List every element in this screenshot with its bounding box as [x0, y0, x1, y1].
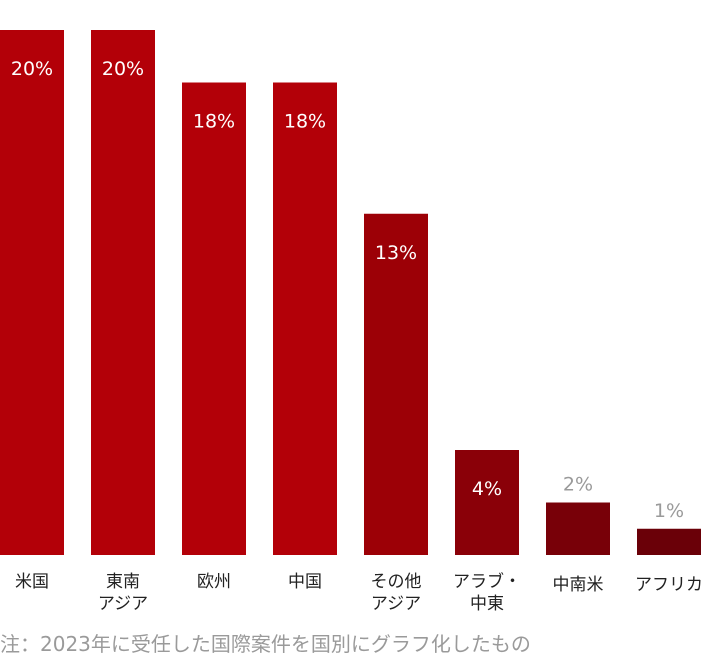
category-label: 米国 [15, 572, 49, 592]
category-label: その他アジア [371, 572, 422, 614]
bar [182, 82, 246, 555]
bar [455, 450, 519, 555]
bar [637, 528, 701, 555]
category-label: 中南米 [553, 575, 604, 595]
data-label: 2% [563, 474, 593, 496]
category-label: 中国 [288, 572, 322, 592]
category-label: アラブ・中東 [453, 571, 521, 614]
category-label: 東南アジア [98, 572, 148, 614]
category-label: アフリカ [635, 575, 701, 595]
bar [546, 502, 610, 555]
category-label: 欧州 [197, 572, 231, 592]
data-label: 13% [375, 242, 417, 264]
data-label: 18% [284, 111, 326, 133]
data-label: 20% [11, 58, 53, 80]
bar [0, 30, 64, 555]
bar [364, 213, 428, 555]
data-label: 20% [102, 58, 144, 80]
bar [91, 30, 155, 555]
bar [273, 82, 337, 555]
data-label: 1% [654, 500, 684, 522]
data-label: 4% [472, 478, 502, 500]
data-label: 18% [193, 111, 235, 133]
footnote: 注：2023年に受任した国際案件を国別にグラフ化したもの [0, 632, 531, 656]
